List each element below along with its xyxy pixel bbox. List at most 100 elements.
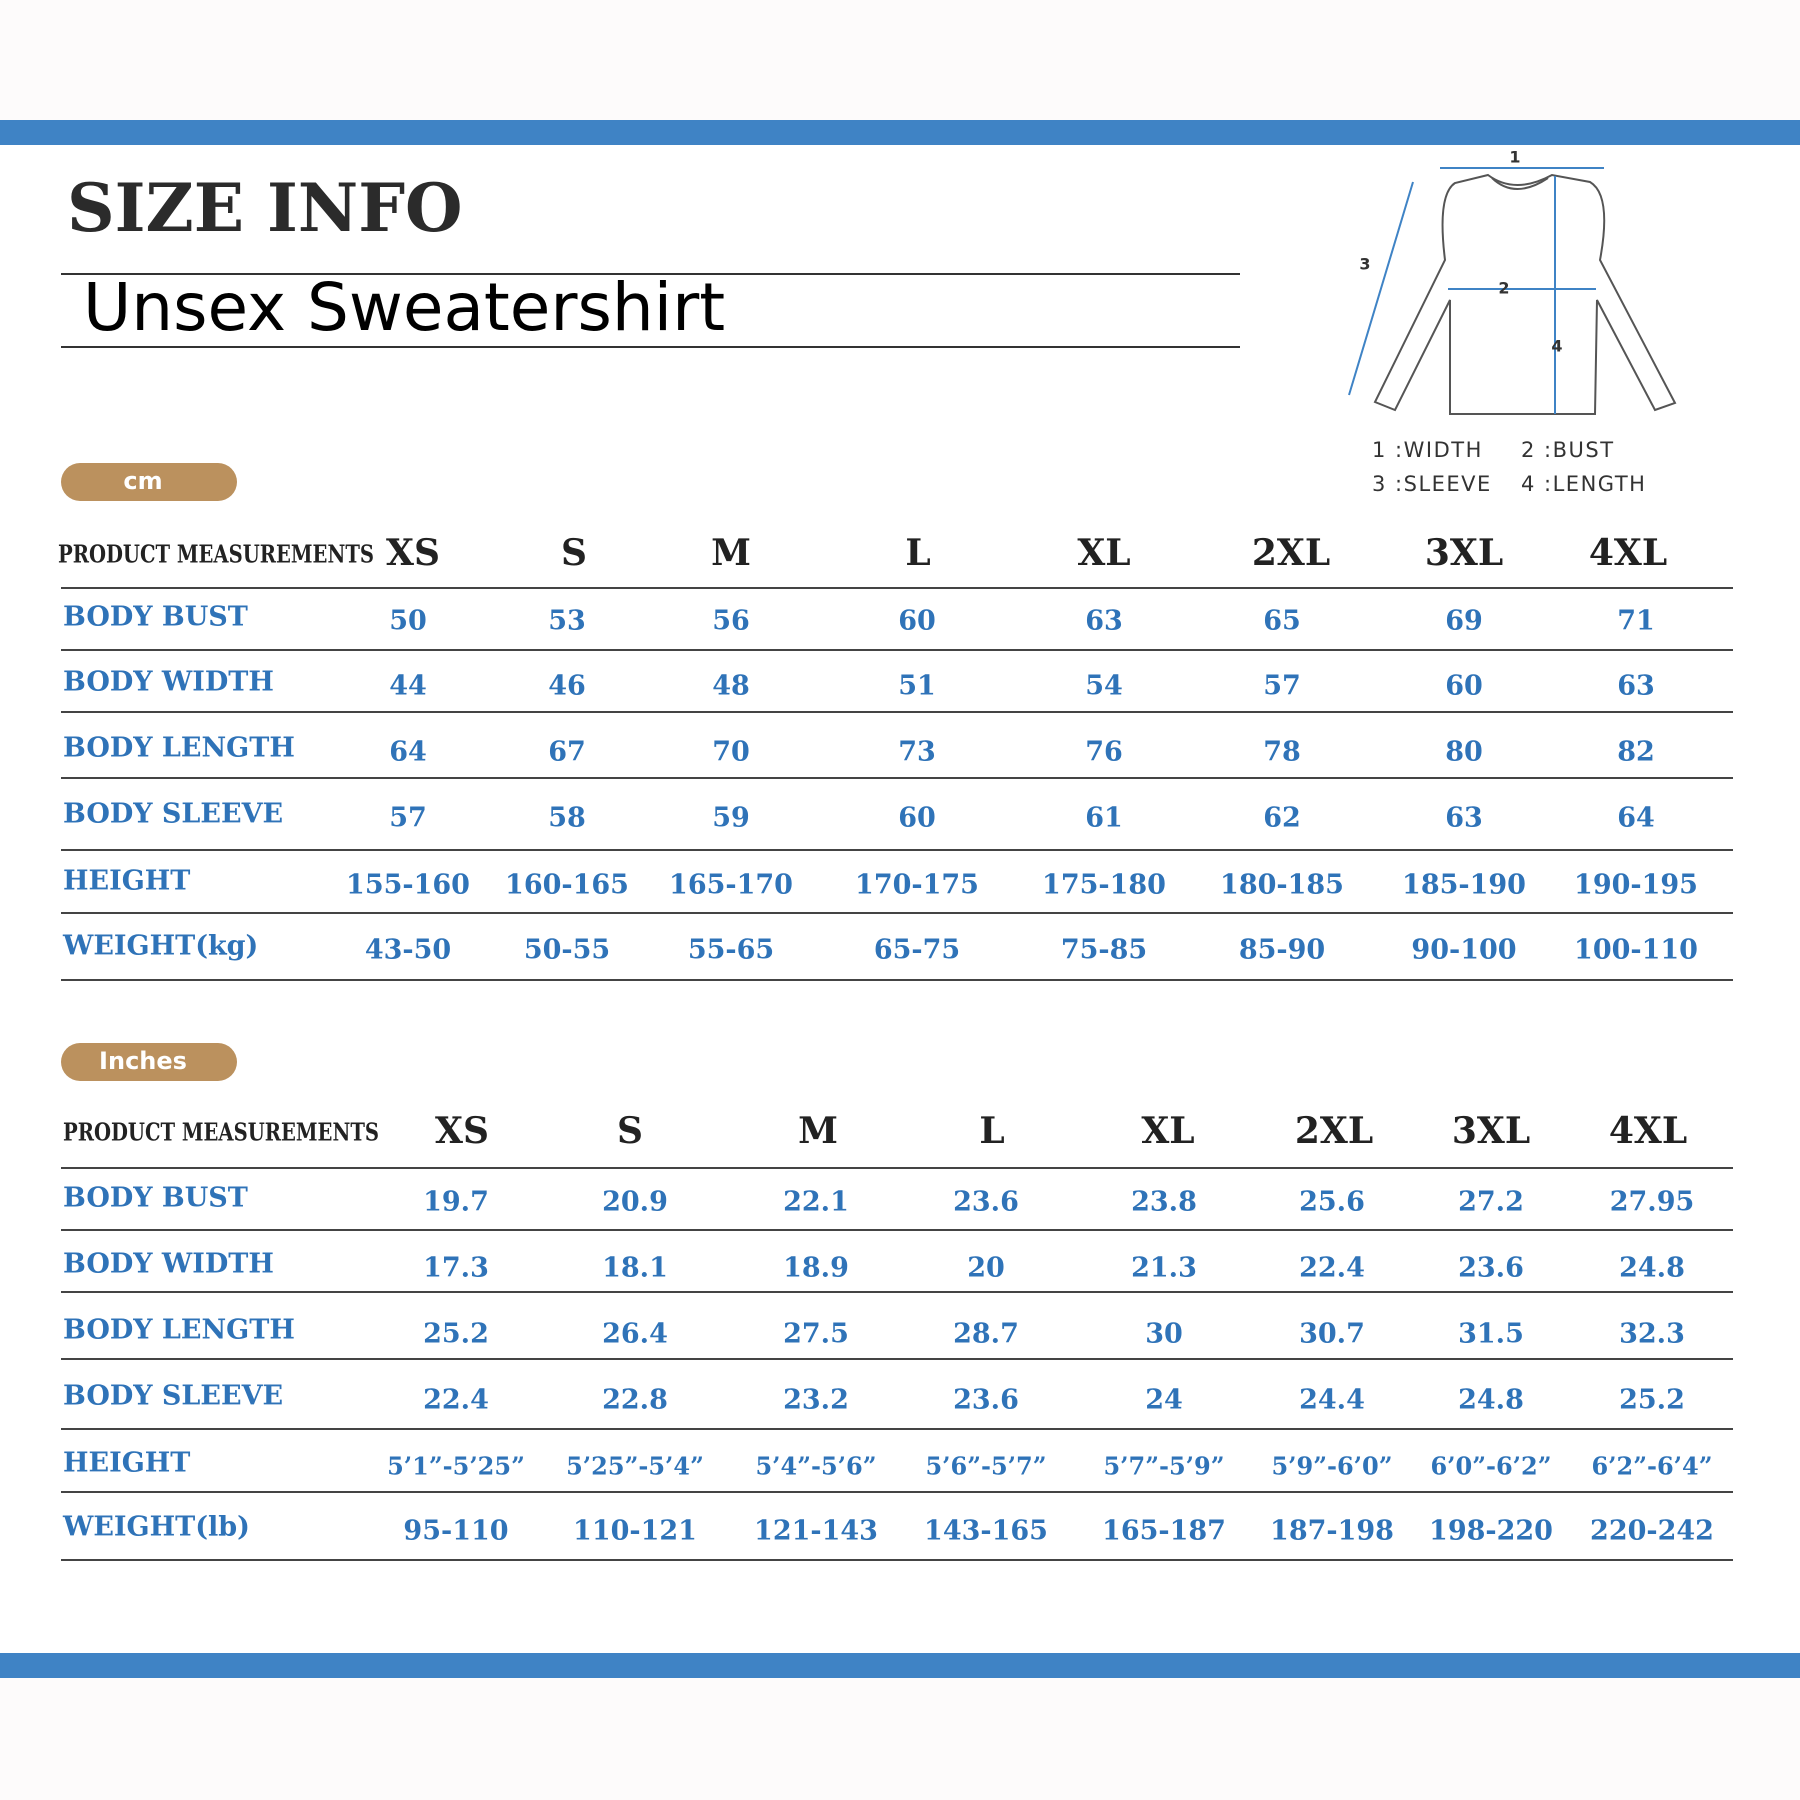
- cell-value: 70: [712, 737, 750, 768]
- cell-value: 20.9: [602, 1187, 668, 1218]
- unit-label: cm: [123, 467, 162, 495]
- shirt-outline: [1373, 173, 1677, 415]
- top-bar: [0, 120, 1800, 145]
- column-header: 3XL: [1452, 1110, 1530, 1152]
- cell-value: 18.9: [783, 1253, 849, 1284]
- cell-value: 100-110: [1574, 935, 1698, 966]
- row-label: BODY BUST: [63, 602, 248, 633]
- cell-value: 51: [898, 671, 936, 702]
- row-label: HEIGHT: [63, 866, 190, 897]
- row-label: HEIGHT: [63, 1448, 190, 1479]
- cell-value: 60: [898, 803, 936, 834]
- cell-value: 22.4: [1299, 1253, 1365, 1284]
- cell-value: 63: [1085, 606, 1123, 637]
- cell-value: 57: [1263, 671, 1301, 702]
- cell-value: 64: [389, 737, 427, 768]
- cell-value: 71: [1617, 606, 1655, 637]
- cell-value: 18.1: [602, 1253, 668, 1284]
- column-header: 3XL: [1425, 532, 1503, 574]
- cell-value: 56: [712, 606, 750, 637]
- cell-value: 23.6: [1458, 1253, 1524, 1284]
- column-header: XS: [435, 1110, 489, 1152]
- cell-value: 22.4: [423, 1385, 489, 1416]
- collar: [1491, 177, 1549, 190]
- cell-value: 32.3: [1619, 1319, 1685, 1350]
- row-label: BODY SLEEVE: [63, 1381, 283, 1412]
- row-label: BODY SLEEVE: [63, 799, 283, 830]
- cell-value: 170-175: [855, 870, 979, 901]
- diagram-legend: 2 :BUST: [1521, 438, 1615, 462]
- cell-value: 190-195: [1574, 870, 1698, 901]
- cell-value: 82: [1617, 737, 1655, 768]
- cell-value: 55-65: [688, 935, 774, 966]
- cell-value: 6’0”-6’2”: [1430, 1452, 1551, 1481]
- row-label: BODY LENGTH: [63, 1315, 295, 1346]
- cell-value: 76: [1085, 737, 1123, 768]
- cell-value: 62: [1263, 803, 1301, 834]
- cell-value: 22.1: [783, 1187, 849, 1218]
- cell-value: 24.4: [1299, 1385, 1365, 1416]
- cell-value: 85-90: [1239, 935, 1325, 966]
- cell-value: 80: [1445, 737, 1483, 768]
- subtitle: Unsex Sweatershirt: [83, 269, 725, 346]
- cell-value: 63: [1445, 803, 1483, 834]
- unit-label: Inches: [99, 1047, 187, 1075]
- row-label: WEIGHT(kg): [62, 931, 258, 962]
- cell-value: 23.6: [953, 1187, 1019, 1218]
- column-header: M: [711, 532, 751, 574]
- cell-value: 57: [389, 803, 427, 834]
- cell-value: 22.8: [602, 1385, 668, 1416]
- cell-value: 25.6: [1299, 1187, 1365, 1218]
- diagram-marker: 3: [1359, 255, 1370, 274]
- cell-value: 46: [548, 671, 586, 702]
- cell-value: 75-85: [1061, 935, 1147, 966]
- column-header: 4XL: [1589, 532, 1667, 574]
- cell-value: 185-190: [1402, 870, 1526, 901]
- cell-value: 17.3: [423, 1253, 489, 1284]
- cell-value: 95-110: [403, 1516, 508, 1547]
- cell-value: 21.3: [1131, 1253, 1197, 1284]
- column-header: 2XL: [1295, 1110, 1373, 1152]
- cell-value: 78: [1263, 737, 1301, 768]
- diagram-legend: 1 :WIDTH: [1372, 438, 1483, 462]
- cell-value: 60: [1445, 671, 1483, 702]
- content-area: [0, 145, 1800, 1653]
- cell-value: 90-100: [1411, 935, 1516, 966]
- cell-value: 27.5: [783, 1319, 849, 1350]
- cell-value: 63: [1617, 671, 1655, 702]
- cell-value: 175-180: [1042, 870, 1166, 901]
- column-header: 2XL: [1252, 532, 1330, 574]
- column-header: XL: [1141, 1110, 1194, 1152]
- cell-value: 6’2”-6’4”: [1591, 1452, 1712, 1481]
- cell-value: 30.7: [1299, 1319, 1365, 1350]
- row-label: BODY WIDTH: [63, 1249, 274, 1280]
- cell-value: 23.8: [1131, 1187, 1197, 1218]
- cell-value: 25.2: [1619, 1385, 1685, 1416]
- row-label: BODY BUST: [63, 1183, 248, 1214]
- cell-value: 121-143: [754, 1516, 878, 1547]
- cell-value: 5’1”-5’25”: [387, 1452, 525, 1481]
- cell-value: 60: [898, 606, 936, 637]
- cell-value: 50: [389, 606, 427, 637]
- cell-value: 48: [712, 671, 750, 702]
- column-header: XL: [1077, 532, 1130, 574]
- column-header: S: [617, 1110, 643, 1152]
- row-label: WEIGHT(lb): [62, 1512, 250, 1543]
- cell-value: 59: [712, 803, 750, 834]
- cell-value: 24.8: [1619, 1253, 1685, 1284]
- cell-value: 110-121: [573, 1516, 697, 1547]
- cell-value: 20: [967, 1253, 1005, 1284]
- cell-value: 43-50: [365, 935, 451, 966]
- cell-value: 58: [548, 803, 586, 834]
- cell-value: 5’9”-6’0”: [1271, 1452, 1392, 1481]
- column-header: S: [561, 532, 587, 574]
- cell-value: 54: [1085, 671, 1123, 702]
- column-header: XS: [386, 532, 440, 574]
- diagram-marker: 4: [1551, 337, 1562, 356]
- diagram-legend: 4 :LENGTH: [1521, 472, 1646, 496]
- column-header: 4XL: [1609, 1110, 1687, 1152]
- column-header: PRODUCT MEASUREMENTS: [58, 540, 374, 569]
- column-header: M: [798, 1110, 838, 1152]
- cell-value: 73: [898, 737, 936, 768]
